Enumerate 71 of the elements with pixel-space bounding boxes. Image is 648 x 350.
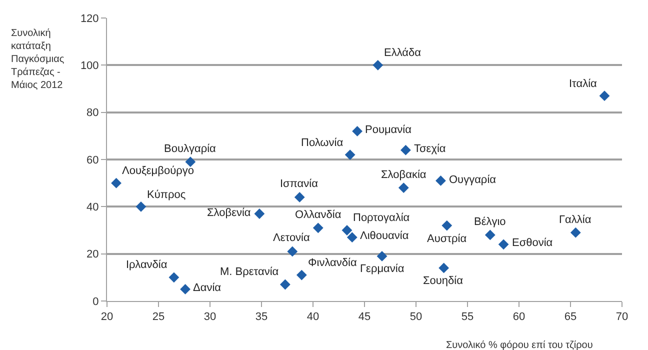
annotation: Σλοβενία bbox=[207, 207, 252, 219]
annotation: Αυστρία bbox=[427, 233, 468, 245]
x-tick-label: 20 bbox=[100, 311, 114, 324]
point bbox=[294, 192, 305, 202]
x-tick-label: 40 bbox=[306, 311, 320, 324]
point bbox=[296, 270, 307, 280]
point bbox=[442, 220, 452, 231]
annotation: Γερμανία bbox=[360, 263, 405, 275]
x-tick-label: 25 bbox=[152, 311, 165, 324]
y-tick-label: 20 bbox=[86, 248, 99, 261]
point bbox=[570, 227, 581, 238]
annotation: Ρουμανία bbox=[365, 124, 412, 136]
x-axis-title: Συνολικό % φόρου επί του τζίρου bbox=[446, 340, 593, 350]
annotation: Λετονία bbox=[273, 232, 310, 244]
x-tick-label: 45 bbox=[358, 311, 371, 324]
annotation: Σουηδία bbox=[423, 275, 464, 287]
annotation: Ιρλανδία bbox=[126, 259, 168, 271]
y-tick-label: 120 bbox=[80, 12, 99, 25]
annotation: Δανία bbox=[193, 282, 222, 294]
point bbox=[344, 150, 356, 160]
point bbox=[180, 284, 190, 294]
point bbox=[484, 230, 496, 240]
annotation: Βέλγιο bbox=[474, 216, 506, 228]
x-tick-label: 65 bbox=[564, 311, 577, 324]
annotation: Σλοβακία bbox=[381, 169, 427, 181]
x-tick-label: 35 bbox=[255, 311, 268, 324]
annotation: Φινλανδία bbox=[308, 257, 358, 269]
annotation: Λουξεμβούργο bbox=[122, 165, 194, 177]
point bbox=[498, 239, 509, 250]
y-tick-label: 0 bbox=[92, 296, 99, 308]
annotation: Ιταλία bbox=[569, 78, 598, 90]
point bbox=[312, 222, 324, 234]
annotation: Τσεχία bbox=[414, 143, 446, 155]
annotation: Βουλγαρία bbox=[164, 143, 217, 155]
point bbox=[376, 250, 388, 262]
annotation: Ολλανδία bbox=[295, 209, 342, 221]
y-axis-title: Συνολική κατάταξη Παγκόσμιας Τράπεζας - Μάιος 2012 bbox=[11, 28, 64, 91]
annotation: Πολωνία bbox=[301, 137, 344, 149]
point bbox=[436, 176, 446, 186]
point bbox=[398, 182, 409, 193]
annotation: Πορτογαλία bbox=[353, 212, 410, 224]
annotation: Ελλάδα bbox=[384, 47, 422, 59]
point bbox=[111, 178, 122, 188]
point bbox=[372, 60, 384, 70]
annotation: Κύπρος bbox=[147, 189, 186, 201]
y-tick-label: 40 bbox=[86, 202, 99, 214]
point bbox=[342, 225, 352, 236]
annotation: Γαλλία bbox=[559, 214, 592, 226]
annotation: Λιθουανία bbox=[360, 230, 410, 242]
point bbox=[287, 246, 298, 257]
annotation: Μ. Βρετανία bbox=[220, 266, 280, 278]
point bbox=[280, 279, 290, 290]
x-tick-label: 50 bbox=[410, 311, 422, 324]
x-tick-label: 60 bbox=[512, 311, 526, 324]
point bbox=[352, 126, 362, 136]
point bbox=[136, 201, 146, 212]
y-tick-label: 100 bbox=[80, 60, 99, 72]
annotation: Εσθονία bbox=[512, 237, 554, 249]
x-tick-label: 70 bbox=[616, 311, 628, 324]
point bbox=[254, 208, 265, 219]
x-tick-label: 30 bbox=[204, 311, 216, 324]
x-tick-label: 55 bbox=[461, 311, 474, 324]
point bbox=[346, 232, 358, 243]
y-tick-label: 60 bbox=[86, 154, 99, 166]
annotation: Ουγγαρία bbox=[449, 174, 497, 186]
point bbox=[168, 272, 180, 283]
point bbox=[438, 262, 450, 274]
point bbox=[400, 144, 411, 156]
point bbox=[599, 90, 610, 102]
annotation: Ισπανία bbox=[280, 178, 319, 190]
y-tick-label: 80 bbox=[86, 107, 99, 120]
